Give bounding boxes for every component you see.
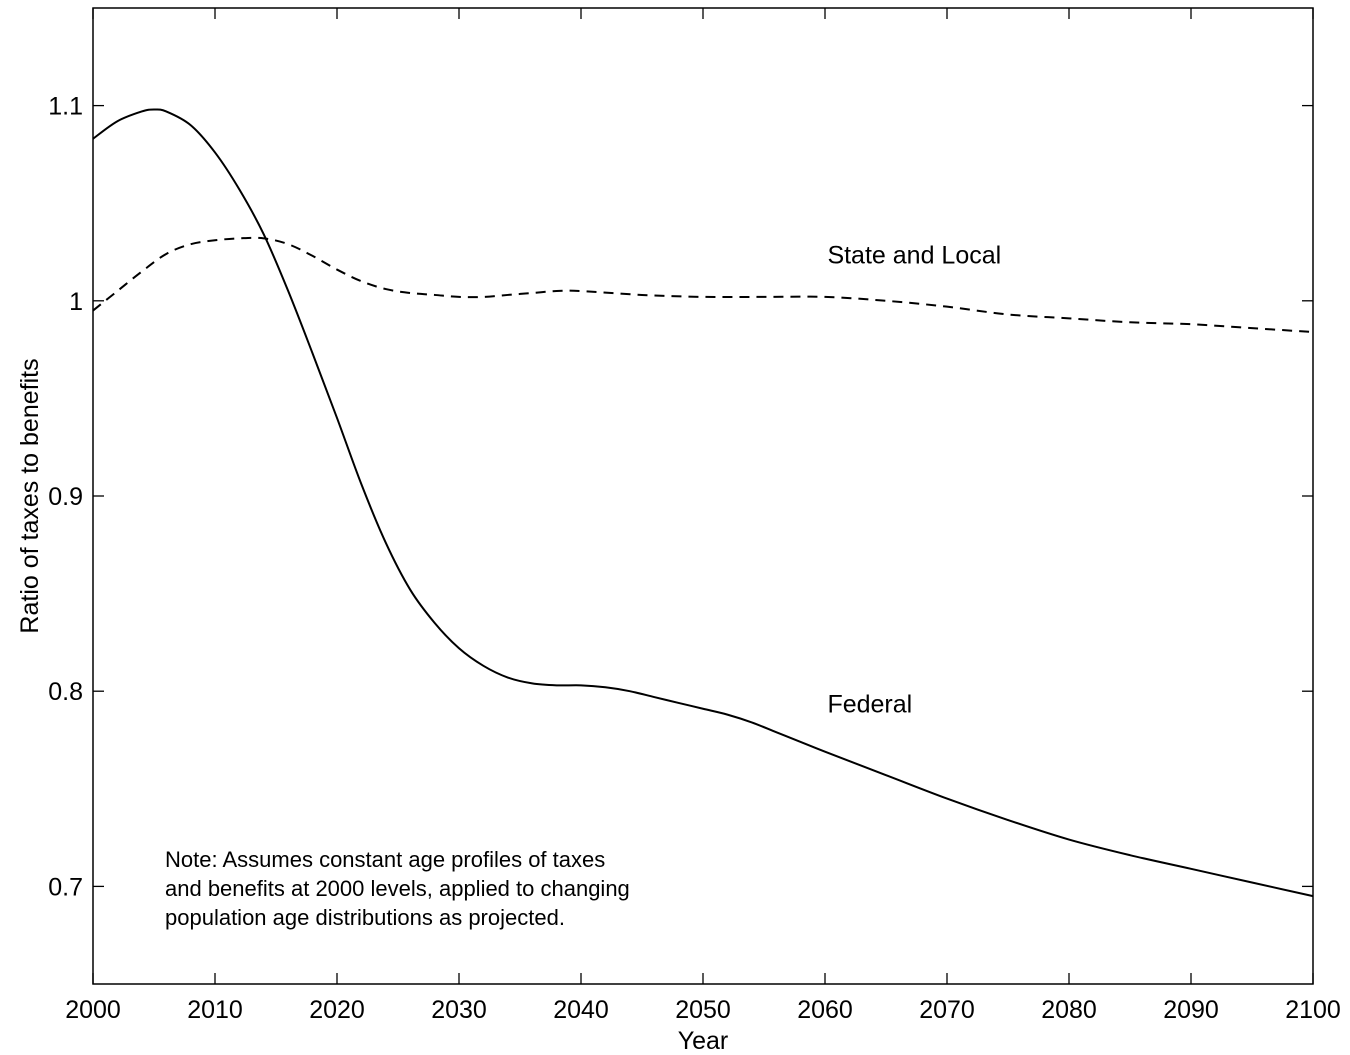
x-tick-label: 2090	[1163, 996, 1219, 1024]
label-layer: 2000 2010 2020 2030 2040 2050 2060 2070 2080 2090…	[48, 93, 1341, 1024]
y-tick-label: 1	[69, 288, 83, 316]
y-tick-label: 1.1	[48, 93, 83, 121]
x-tick-label: 2080	[1041, 996, 1097, 1024]
y-tick-label: 0.9	[48, 483, 83, 511]
series-label-state-and-local: State and Local	[827, 242, 1001, 270]
x-tick-label: 2060	[797, 996, 853, 1024]
note-line: and benefits at 2000 levels, applied to …	[165, 876, 630, 901]
x-tick-label: 2010	[187, 996, 243, 1024]
series-line-state-and-local	[92, 236, 1314, 334]
y-tick-label: 0.7	[48, 873, 83, 901]
x-tick-label: 2000	[65, 996, 121, 1024]
x-tick-label: 2030	[431, 996, 487, 1024]
series-layer	[92, 108, 1314, 898]
y-axis-title: Ratio of taxes to benefits	[16, 358, 44, 633]
x-axis-title: Year	[678, 1027, 729, 1055]
x-tick-label: 2050	[675, 996, 731, 1024]
x-tick-label: 2020	[309, 996, 365, 1024]
note-line: population age distributions as projecte…	[165, 905, 565, 930]
note-line: Note: Assumes constant age profiles of t…	[165, 847, 605, 872]
series-line-federal	[92, 108, 1314, 898]
tick-layer	[92, 8, 1314, 984]
y-tick-label: 0.8	[48, 678, 83, 706]
plot-frame	[92, 7, 1314, 985]
x-tick-label: 2040	[553, 996, 609, 1024]
series-label-federal: Federal	[827, 691, 912, 719]
x-tick-label: 2100	[1285, 996, 1341, 1024]
x-tick-label: 2070	[919, 996, 975, 1024]
